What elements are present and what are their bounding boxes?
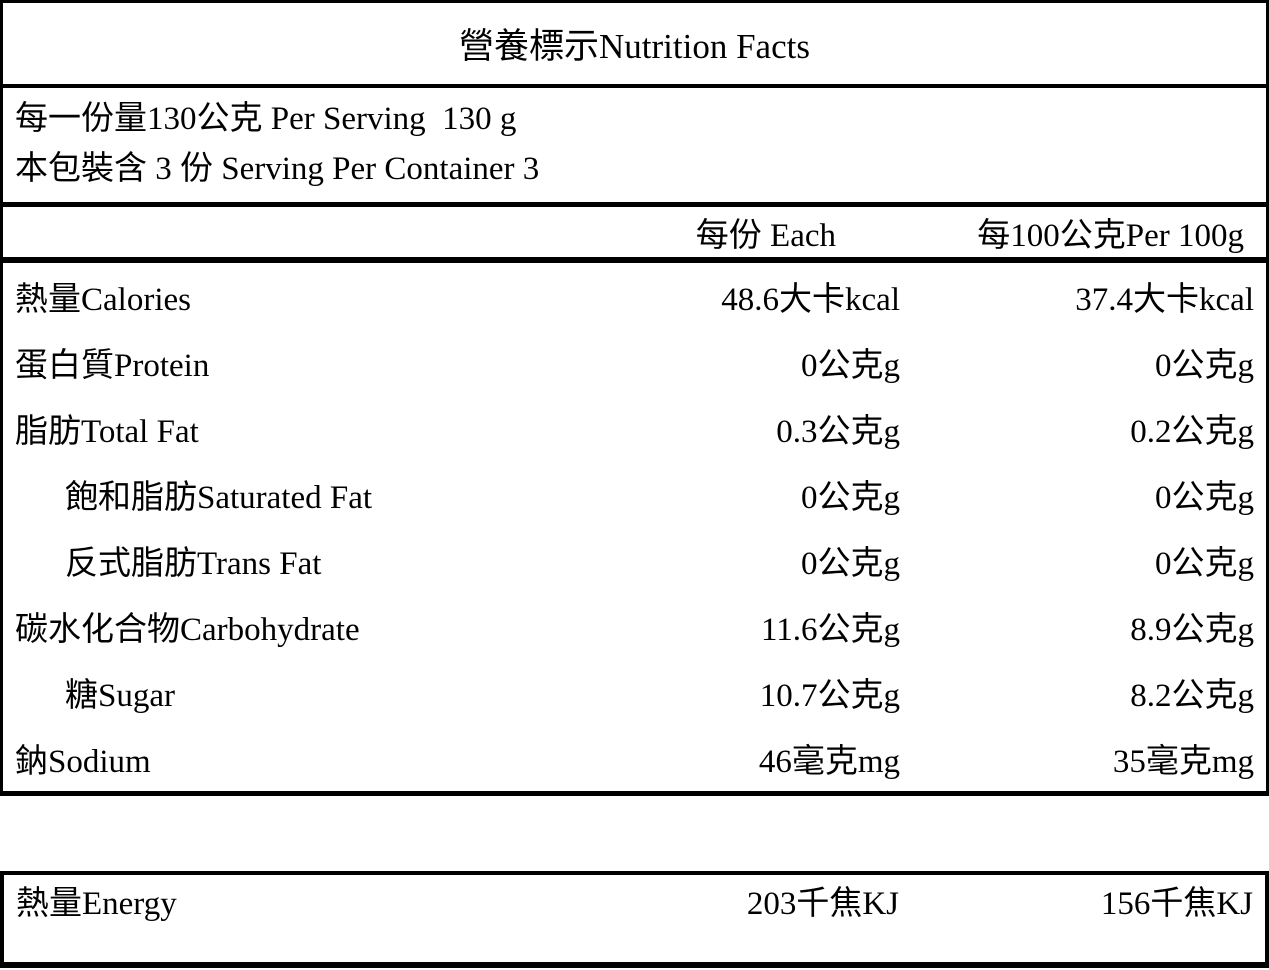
nutrition-facts-table: 營養標示Nutrition Facts 每一份量130公克 Per Servin… [0,0,1269,796]
nutrient-name: 熱量Energy [16,886,177,922]
value-per-100g: 8.9公克g [1130,612,1254,648]
nutrient-name: 鈉Sodium [15,744,151,780]
nutrient-row-protein: 蛋白質Protein 0公克g 0公克g [3,329,1266,395]
label-title: 營養標示Nutrition Facts [3,3,1266,88]
value-each: 48.6大卡kcal [721,282,900,318]
nutrient-name: 碳水化合物Carbohydrate [15,612,360,648]
nutrient-row-trans-fat: 反式脂肪Trans Fat 0公克g 0公克g [3,527,1266,593]
servings-per-container-line: 本包裝含 3 份 Serving Per Container 3 [15,151,540,187]
value-each: 0公克g [801,480,900,516]
nutrient-name: 反式脂肪Trans Fat [65,546,322,582]
nutrient-row-sodium: 鈉Sodium 46毫克mg 35毫克mg [3,725,1266,791]
value-per-100g: 0公克g [1155,546,1254,582]
nutrient-name: 糖Sugar [65,678,175,714]
value-each: 0公克g [801,348,900,384]
nutrient-row-saturated-fat: 飽和脂肪Saturated Fat 0公克g 0公克g [3,461,1266,527]
value-per-100g: 156千焦KJ [1100,886,1253,922]
value-per-100g: 0公克g [1155,480,1254,516]
column-header-per-100g: 每100公克Per 100g [977,218,1244,254]
value-each: 46毫克mg [758,744,900,780]
nutrient-name: 脂肪Total Fat [15,414,199,450]
nutrient-row-carbohydrate: 碳水化合物Carbohydrate 11.6公克g 8.9公克g [3,593,1266,659]
value-each: 203千焦KJ [746,886,899,922]
value-per-100g: 0公克g [1155,348,1254,384]
column-header-each: 每份 Each [695,218,836,254]
energy-table: 熱量Energy 203千焦KJ 156千焦KJ [0,871,1269,968]
value-each: 11.6公克g [760,612,900,648]
serving-info: 每一份量130公克 Per Serving 130 g 本包裝含 3 份 Ser… [3,88,1266,207]
nutrient-rows: 熱量Calories 48.6大卡kcal 37.4大卡kcal 蛋白質Prot… [3,263,1266,791]
nutrient-name: 熱量Calories [15,282,191,318]
value-per-100g: 0.2公克g [1130,414,1254,450]
value-per-100g: 8.2公克g [1130,678,1254,714]
nutrient-row-calories: 熱量Calories 48.6大卡kcal 37.4大卡kcal [3,263,1266,329]
column-header-row: 每份 Each 每100公克Per 100g [3,207,1266,263]
nutrient-row-sugar: 糖Sugar 10.7公克g 8.2公克g [3,659,1266,725]
value-each: 0.3公克g [776,414,900,450]
energy-row: 熱量Energy 203千焦KJ 156千焦KJ [4,875,1265,927]
value-each: 0公克g [801,546,900,582]
nutrient-row-total-fat: 脂肪Total Fat 0.3公克g 0.2公克g [3,395,1266,461]
nutrient-name: 飽和脂肪Saturated Fat [65,480,373,516]
serving-size-line: 每一份量130公克 Per Serving 130 g [15,101,517,137]
value-per-100g: 37.4大卡kcal [1075,282,1254,318]
value-each: 10.7公克g [759,678,900,714]
value-per-100g: 35毫克mg [1112,744,1254,780]
nutrient-name: 蛋白質Protein [15,348,210,384]
